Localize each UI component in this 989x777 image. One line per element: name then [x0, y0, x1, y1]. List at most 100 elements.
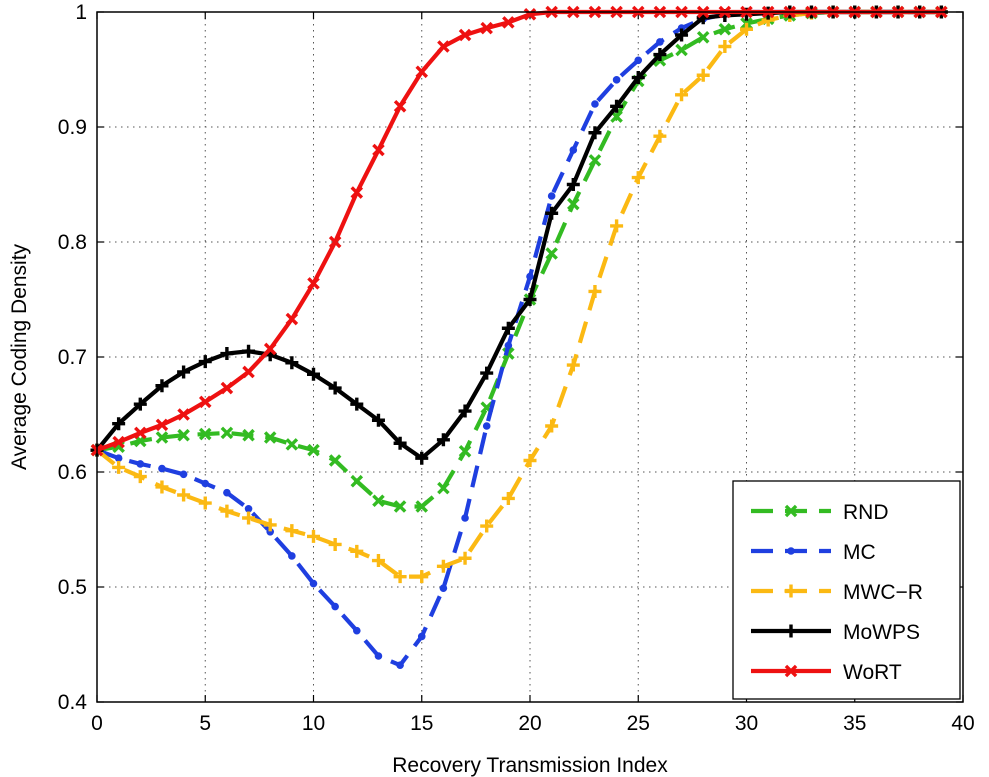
- data-point: [718, 40, 732, 53]
- data-point: [545, 206, 559, 220]
- data-point: [242, 428, 255, 442]
- data-point: [612, 76, 621, 84]
- data-point: [350, 474, 364, 488]
- data-point: [502, 16, 515, 29]
- data-point: [309, 579, 318, 588]
- legend-entry: WoRT: [751, 661, 902, 684]
- data-point: [458, 404, 472, 418]
- data-point: [545, 247, 558, 260]
- data-point: [155, 379, 169, 393]
- data-point: [288, 552, 296, 560]
- data-point: [133, 397, 147, 411]
- data-point: [588, 154, 602, 167]
- data-point: [461, 514, 469, 522]
- data-point: [588, 126, 602, 140]
- data-point: [415, 500, 429, 513]
- legend-label: MC: [843, 541, 876, 564]
- y-tick-label: 0.6: [58, 461, 87, 484]
- data-point: [307, 277, 320, 290]
- data-point: [547, 192, 556, 200]
- data-point: [177, 428, 190, 442]
- data-point: [133, 470, 147, 484]
- data-point: [675, 88, 689, 102]
- data-point: [634, 56, 643, 65]
- data-point: [740, 22, 753, 36]
- data-point: [501, 491, 515, 505]
- x-tick-label: 25: [627, 712, 650, 735]
- data-point: [198, 496, 212, 510]
- data-point: [177, 408, 190, 421]
- y-axis-label: Average Coding Density: [8, 243, 31, 470]
- legend-entry: MC: [751, 541, 876, 564]
- data-point: [350, 544, 364, 558]
- data-point: [177, 488, 191, 502]
- data-point: [566, 358, 580, 372]
- data-point: [480, 21, 493, 35]
- data-point: [631, 71, 645, 85]
- data-point: [458, 445, 472, 458]
- y-tick-label: 0.5: [58, 576, 87, 599]
- data-point: [458, 551, 472, 565]
- data-point: [263, 518, 277, 532]
- plot-frame: [96, 11, 964, 703]
- data-point: [155, 480, 169, 494]
- data-point: [220, 347, 234, 361]
- data-point: [242, 365, 255, 379]
- x-axis-label: Recovery Transmission Index: [392, 754, 668, 777]
- data-point: [353, 626, 361, 635]
- data-point: [242, 344, 256, 358]
- data-point: [112, 460, 126, 474]
- data-point: [718, 22, 732, 36]
- x-tick-label: 20: [518, 712, 541, 735]
- data-point: [480, 366, 494, 380]
- data-point: [588, 284, 602, 298]
- data-point: [458, 28, 472, 42]
- data-point: [114, 454, 123, 463]
- data-point: [285, 356, 299, 370]
- x-tick-label: 30: [735, 712, 758, 735]
- data-point: [393, 436, 407, 450]
- data-point: [374, 652, 383, 660]
- data-point: [198, 427, 212, 441]
- data-point: [501, 321, 515, 335]
- data-point: [198, 395, 212, 409]
- data-point: [242, 511, 256, 525]
- legend-label: MWC−R: [843, 581, 923, 604]
- data-point: [396, 661, 404, 669]
- data-point: [591, 100, 599, 108]
- data-point: [285, 438, 299, 451]
- data-point: [201, 479, 210, 488]
- data-point: [787, 547, 795, 555]
- data-point: [677, 24, 686, 32]
- legend-label: MoWPS: [843, 621, 920, 644]
- legend-label: WoRT: [843, 661, 902, 684]
- data-point: [393, 500, 407, 513]
- data-point: [437, 40, 450, 53]
- data-point: [266, 528, 275, 536]
- grid-lines: [97, 12, 963, 702]
- data-point: [696, 31, 710, 44]
- data-point: [285, 524, 299, 538]
- data-point: [569, 146, 578, 154]
- x-tick-label: 40: [951, 712, 974, 735]
- y-tick-label: 0.8: [58, 231, 87, 254]
- data-point: [784, 504, 798, 518]
- data-point: [393, 570, 407, 584]
- data-point: [523, 8, 537, 21]
- data-point: [198, 355, 212, 369]
- data-point: [526, 272, 534, 281]
- data-point: [523, 293, 537, 306]
- y-tick-label: 0.4: [58, 691, 88, 714]
- data-point: [244, 505, 253, 513]
- axis-ticks: 0 5 10 15 20 25 30 35 40 0.4 0.5 0.6 0.7 0.8 0.9 1: [58, 1, 975, 735]
- data-point: [523, 454, 537, 467]
- data-point: [328, 537, 342, 551]
- data-point: [307, 367, 320, 381]
- data-point: [263, 431, 277, 444]
- x-tick-label: 10: [302, 712, 325, 735]
- data-point: [155, 418, 169, 432]
- data-point: [179, 470, 188, 479]
- data-point: [112, 435, 125, 449]
- legend-label: RND: [843, 501, 889, 524]
